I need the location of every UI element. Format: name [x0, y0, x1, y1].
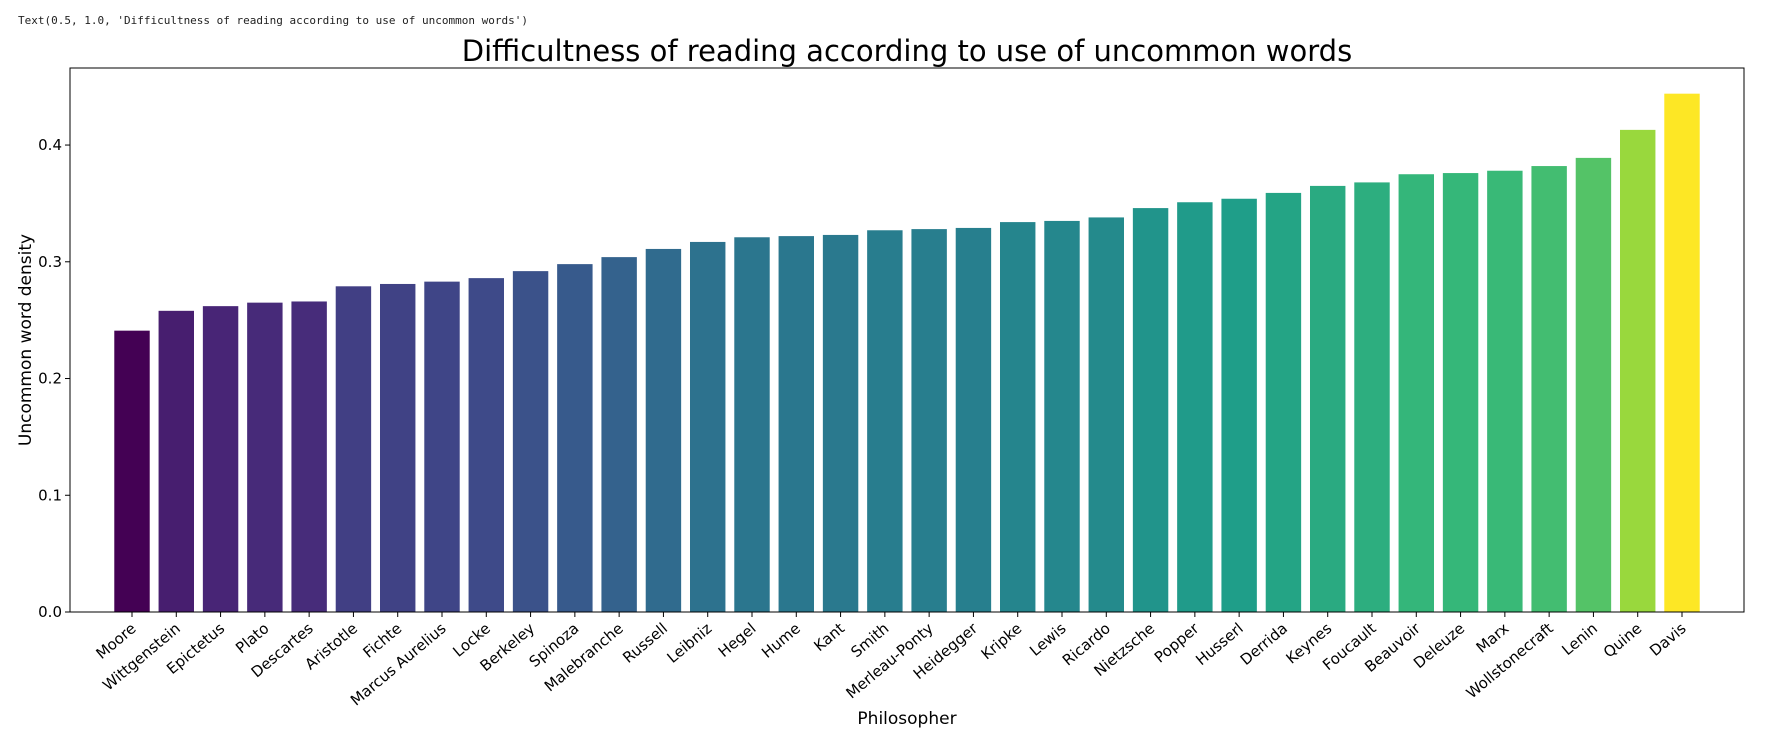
x-tick-label: Kripke	[978, 619, 1026, 663]
x-tick-label: Leibniz	[663, 619, 715, 667]
x-tick-label: Quine	[1600, 619, 1645, 661]
bar-russell	[645, 248, 682, 612]
bar-berkeley	[512, 271, 549, 612]
bar-moore	[114, 330, 150, 612]
bars-group	[114, 93, 1700, 613]
bar-deleuze	[1442, 173, 1479, 612]
plot-frame	[69, 67, 1745, 613]
x-tick-label: Lenin	[1558, 619, 1601, 659]
y-tick-label: 0.0	[38, 603, 62, 621]
bar-plato	[247, 302, 283, 612]
bar-heidegger	[955, 227, 992, 612]
bar-descartes	[291, 301, 327, 612]
bar-leibniz	[690, 241, 726, 612]
bar-husserl	[1221, 198, 1257, 613]
bar-lewis	[1044, 220, 1080, 612]
bar-merleau-ponty	[911, 229, 947, 613]
notebook-output-text: Text(0.5, 1.0, 'Difficultness of reading…	[18, 14, 528, 27]
bar-keynes	[1310, 185, 1346, 612]
bar-derrida	[1265, 192, 1302, 613]
bar-lenin	[1575, 157, 1612, 612]
bar-spinoza	[557, 264, 593, 612]
x-tick-label: Derrida	[1237, 619, 1291, 669]
bar-locke	[468, 278, 504, 612]
bar-wollstonecraft	[1531, 166, 1567, 612]
y-tick-label: 0.3	[38, 253, 62, 271]
x-tick-label: Davis	[1646, 619, 1690, 660]
y-tick-label: 0.1	[38, 486, 62, 504]
x-tick-label: Kant	[810, 619, 848, 655]
bar-kripke	[1000, 222, 1036, 612]
x-axis-label: Philosopher	[857, 709, 956, 729]
bar-nietzsche	[1132, 208, 1169, 613]
y-tick-label: 0.4	[38, 136, 62, 154]
bar-davis	[1664, 93, 1700, 613]
bar-epictetus	[202, 306, 239, 612]
x-tick-label: Hume	[758, 619, 804, 661]
bar-marx	[1487, 170, 1523, 612]
y-axis-label: Uncommon word density	[16, 234, 36, 446]
bar-wittgenstein	[158, 310, 194, 612]
bar-marcus-aurelius	[424, 281, 460, 612]
bar-hegel	[734, 237, 770, 612]
bar-aristotle	[335, 286, 372, 612]
y-axis: 0.0 0.1 0.2 0.3 0.4	[38, 136, 70, 621]
bar-hume	[778, 236, 814, 612]
x-tick-label: Husserl	[1192, 619, 1246, 669]
bar-fichte	[380, 283, 416, 612]
chart-title: Difficultness of reading according to us…	[462, 34, 1352, 68]
bar-ricardo	[1088, 217, 1124, 612]
bar-smith	[867, 230, 903, 612]
bar-foucault	[1354, 182, 1390, 612]
x-tick-label: Russell	[619, 619, 671, 667]
bar-malebranche	[601, 257, 637, 612]
bar-kant	[822, 234, 859, 613]
bar-quine	[1620, 129, 1656, 612]
x-tick-label: Hegel	[715, 619, 760, 661]
bar-popper	[1177, 202, 1213, 612]
x-tick-label: Malebranche	[541, 619, 627, 695]
bar-beauvoir	[1398, 174, 1434, 613]
y-tick-label: 0.2	[38, 370, 62, 388]
